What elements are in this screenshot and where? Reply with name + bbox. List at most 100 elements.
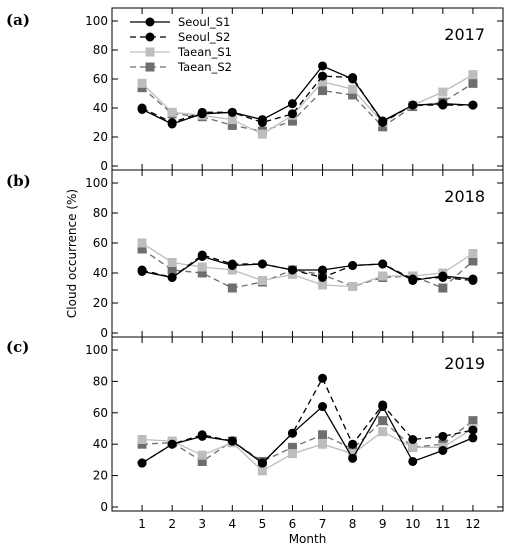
data-point-seoul-s2 [318,273,328,282]
data-point-taean-s1 [137,434,147,444]
y-tick-label: 0 [100,159,108,173]
series-line-taean-s1 [142,427,474,472]
year-label: 2019 [444,354,485,373]
legend-item: Taean_S2 [130,60,232,74]
data-point-taean-s2 [197,456,207,466]
legend-item: Taean_S1 [130,45,232,59]
data-point-taean-s2 [468,78,478,88]
data-point-seoul-s1 [227,261,237,270]
data-point-seoul-s2 [408,434,418,444]
data-point-seoul-s1 [137,267,147,276]
legend-label: Seoul_S2 [178,30,230,44]
x-tick-label: 8 [349,517,357,531]
y-tick-label: 20 [93,130,108,144]
legend-label: Taean_S2 [177,60,232,74]
data-point-taean-s1 [318,439,328,449]
series-line-taean-s2 [141,82,474,132]
plot-frame [111,336,504,512]
x-tick-label: 11 [435,517,450,531]
data-point-seoul-s1 [318,402,328,412]
data-point-seoul-s1 [137,104,147,114]
x-tick-label: 3 [198,517,206,531]
panel-2: 0 20 40 60 80 100 (b) 2018 [6,169,504,340]
data-point-taean-s2 [318,86,328,96]
y-tick-label: 60 [93,72,108,86]
legend-marker [145,17,155,27]
data-point-seoul-s1 [348,261,358,270]
legend-marker [145,32,155,42]
data-point-taean-s2 [468,416,478,426]
data-point-seoul-s2 [348,439,358,449]
data-point-seoul-s1 [287,265,297,275]
x-axis-title: Month [289,532,327,546]
data-point-taean-s1 [167,107,177,117]
data-point-seoul-s1 [408,276,418,285]
x-tick-label: 5 [259,517,267,531]
y-tick-label: 100 [85,176,108,190]
year-label: 2017 [444,25,485,44]
y-tick-label: 80 [93,374,108,388]
data-point-taean-s1 [197,450,207,460]
series-line-taean-s1 [141,74,474,135]
data-point-seoul-s1 [167,439,177,449]
data-point-seoul-s1 [197,431,207,441]
x-tick-label: 12 [465,517,480,531]
data-point-taean-s1 [257,466,267,476]
y-tick-label: 100 [85,343,108,357]
data-point-seoul-s1 [197,109,207,119]
series-line-seoul-s2 [141,376,474,464]
data-point-taean-s1 [408,442,418,452]
data-point-seoul-s1 [378,116,388,126]
data-point-taean-s1 [287,449,297,459]
y-tick-label: 0 [100,326,108,340]
data-point-seoul-s1 [318,61,328,71]
data-point-seoul-s1 [167,273,177,282]
y-tick-label: 80 [93,206,108,220]
panel-letter: (b) [6,172,31,190]
data-point-seoul-s1 [137,458,147,468]
x-tick-label: 7 [319,517,327,531]
y-axis-title: Cloud occurrence (%) [65,189,79,318]
x-tick-label: 4 [228,517,236,531]
data-point-taean-s2 [287,442,297,452]
series-line-seoul-s1 [141,65,473,125]
data-point-seoul-s1 [408,456,418,466]
data-point-seoul-s1 [257,115,267,125]
data-point-taean-s1 [378,271,388,281]
data-point-taean-s1 [318,280,328,290]
x-tick-label: 2 [168,517,176,531]
y-tick-label: 100 [85,14,108,28]
data-point-seoul-s1 [197,252,207,261]
data-point-taean-s2 [167,265,177,275]
series-line-taean-s2 [141,248,474,289]
legend-label: Seoul_S1 [178,15,230,29]
series-line-taean-s2 [142,419,474,463]
data-point-taean-s1 [227,115,237,125]
data-point-taean-s1 [348,449,358,459]
x-tick-label: 6 [289,517,297,531]
data-point-taean-s1 [137,238,147,248]
y-tick-label: 60 [93,236,108,250]
data-point-taean-s1 [137,78,147,88]
data-point-taean-s1 [348,84,358,94]
data-point-taean-s2 [197,268,207,278]
data-point-taean-s2 [318,430,328,440]
series-line-seoul-s1 [141,255,473,282]
data-point-taean-s1 [257,276,267,285]
series-line-seoul-s1 [141,405,474,464]
panel-1: 0 20 40 60 80 100 (a) 2017 [6,7,504,173]
data-point-taean-s2 [348,444,358,454]
data-point-taean-s1 [197,262,207,272]
data-point-seoul-s2 [468,425,478,435]
x-tick-label: 10 [405,517,420,531]
data-point-taean-s2 [438,283,448,293]
data-point-taean-s2 [227,120,237,130]
y-tick-label: 40 [93,437,108,451]
data-point-seoul-s1 [468,274,478,284]
data-point-taean-s1 [468,70,478,80]
data-point-seoul-s1 [348,74,358,84]
legend-marker [145,62,155,72]
data-point-taean-s2 [137,439,147,449]
